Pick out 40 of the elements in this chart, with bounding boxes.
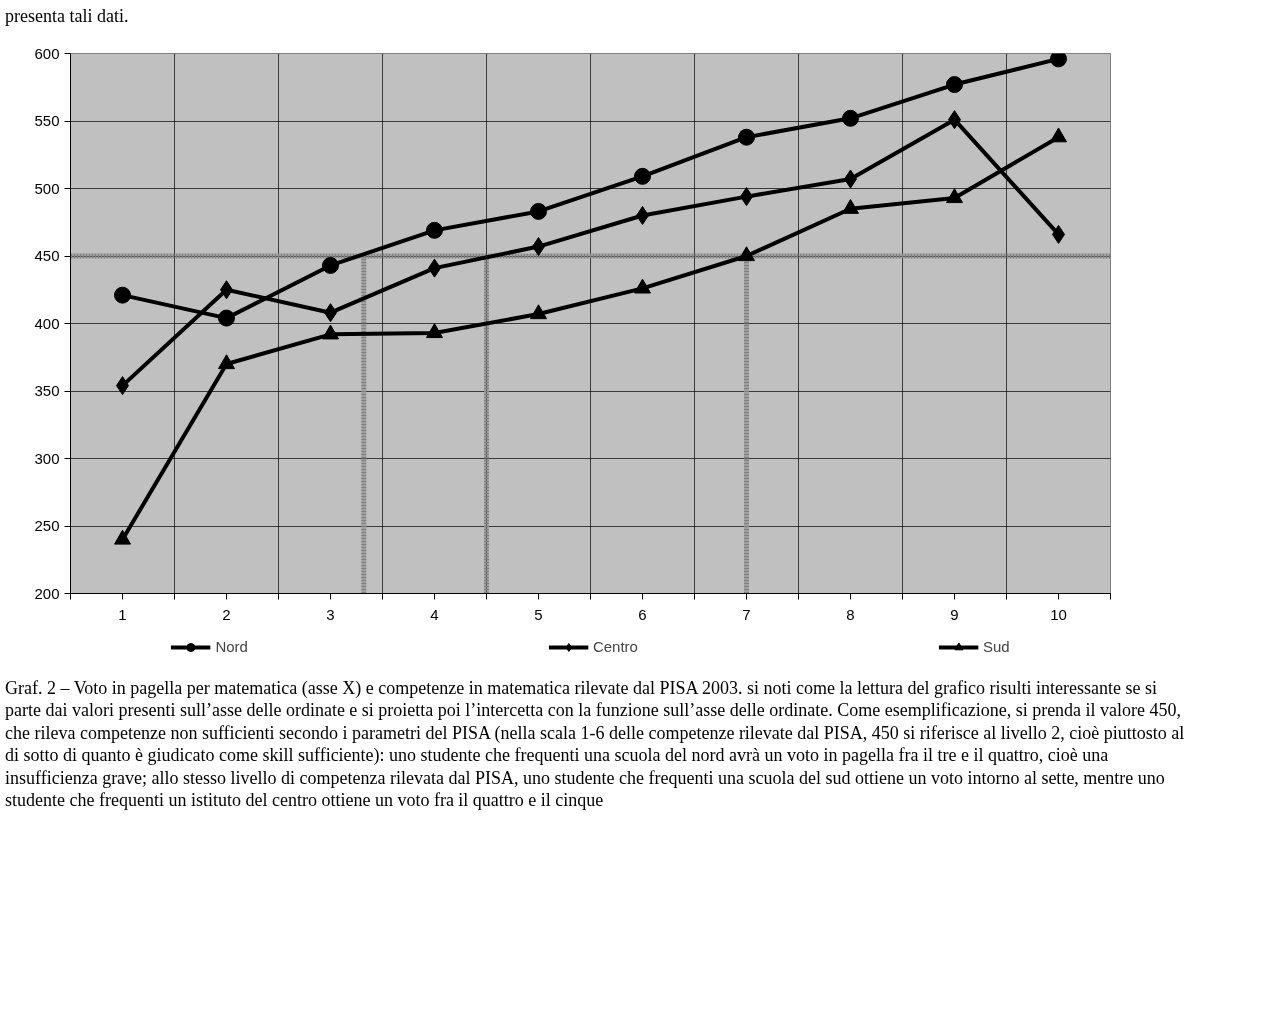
point <box>426 322 443 338</box>
x-tick-label: 4 <box>430 605 439 622</box>
point <box>114 286 131 304</box>
x-tick-label: 7 <box>742 605 751 622</box>
y-tick-label: 350 <box>34 381 60 399</box>
x-tick-label: 5 <box>534 605 543 622</box>
y-tick-label: 600 <box>34 44 60 61</box>
x-tick-label: 2 <box>222 605 231 622</box>
point <box>842 109 859 127</box>
point <box>530 202 547 220</box>
legend-label: Nord <box>215 638 248 655</box>
x-tick-label: 3 <box>326 605 335 622</box>
x-tick-label: 10 <box>1050 605 1067 622</box>
x-tick-label: 9 <box>950 605 959 622</box>
legend-label: Sud <box>982 638 1010 655</box>
y-tick-label: 200 <box>34 584 60 601</box>
y-tick-label: 400 <box>34 314 60 331</box>
point <box>634 278 651 294</box>
point <box>530 303 547 319</box>
y-tick-label: 250 <box>34 516 60 534</box>
point <box>114 529 131 545</box>
point <box>738 128 755 146</box>
point <box>946 75 963 93</box>
x-tick-label: 8 <box>846 605 855 622</box>
point <box>322 256 339 274</box>
text: presenta tali dati. <box>5 5 129 28</box>
point <box>1050 53 1067 67</box>
y-tick-label: 450 <box>34 246 60 264</box>
x-tick-label: 6 <box>638 605 647 622</box>
text: Graf. 2 – Voto in pagella per matematica (asse X) e competenze in matematica rilevate dal PISA 2003. si noti come la lettura del grafico risulti interessante se si parte dai valori presenti sull’asse delle ordinate e si proietta poi l’intercetta con la funzione sull’asse delle ordinate. Come esemplificazione, si prenda il valore 450, che rileva competenze non sufficienti secondo i parametri del PISA (nella scala 1-6 delle competenze rilevate dal PISA, 450 si riferisce al livello 2, cioè piuttosto al di sotto di quanto è giudicato come skill sufficiente): uno studente che frequenti una scuola del nord avrà un voto in pagella fra il tre e il quattro, cioè una insufficienza grave; allo stesso livello di competenza rilevata dal PISA, uno studente che frequenti una scuola del sud ottiene un voto intorno al sette, mentre uno studente che frequenti un istituto del centro ottiene un voto fra il quattro e il cinque <box>5 676 1185 812</box>
point <box>218 309 235 327</box>
point <box>218 353 235 369</box>
y-tick-label: 550 <box>34 111 60 129</box>
legend-label: Centro <box>592 638 638 655</box>
y-tick-label: 300 <box>34 449 60 466</box>
point <box>634 167 651 185</box>
y-tick-label: 500 <box>34 179 60 196</box>
point <box>322 324 339 339</box>
point <box>426 221 443 239</box>
x-tick-label: 1 <box>118 605 127 622</box>
